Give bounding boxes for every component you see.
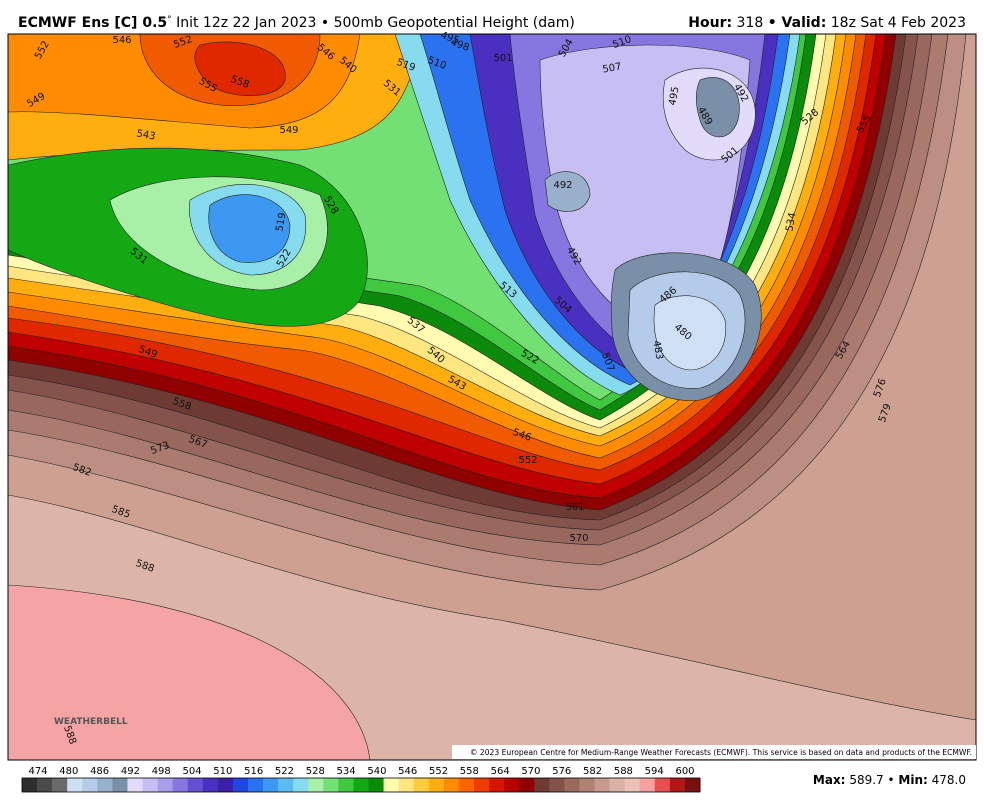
colorbar-swatch: [37, 778, 53, 792]
colorbar-swatch: [142, 778, 158, 792]
colorbar-label: 480: [59, 766, 78, 777]
contour-label: 507: [602, 61, 623, 75]
colorbar-swatch: [353, 778, 369, 792]
contour-label: 549: [279, 125, 298, 136]
colorbar-swatch: [82, 778, 98, 792]
contour-label: 495: [667, 86, 681, 107]
colorbar-label: 474: [28, 766, 47, 777]
contour-label: 519: [274, 212, 288, 233]
colorbar-swatch: [489, 778, 505, 792]
colorbar-swatch: [278, 778, 294, 792]
header-valid: Hour: 318 • Valid: 18z Sat 4 Feb 2023: [688, 15, 966, 31]
colorbar-swatch: [67, 778, 83, 792]
colorbar-label: 546: [398, 766, 417, 777]
colorbar-label: 576: [552, 766, 571, 777]
colorbar-label: 594: [645, 766, 664, 777]
copyright-bg: [452, 745, 976, 759]
colorbar-swatch: [398, 778, 415, 792]
trough: [208, 194, 291, 263]
colorbar-swatch: [217, 778, 234, 792]
colorbar-swatch: [22, 778, 38, 792]
colorbar-swatch: [323, 778, 339, 792]
contour-label: 483: [650, 340, 664, 361]
colorbar-swatch: [52, 778, 68, 792]
colorbar-label: 570: [521, 766, 540, 777]
colorbar-label: 486: [90, 766, 109, 777]
colorbar-label: 582: [583, 766, 602, 777]
map: [8, 34, 976, 760]
contour-label: 534: [784, 212, 798, 233]
colorbar-swatch: [248, 778, 264, 792]
colorbar-label: 558: [460, 766, 479, 777]
colorbar-label: 534: [337, 766, 356, 777]
max-min: Max: 589.7 • Min: 478.0: [813, 773, 966, 787]
copyright: © 2023 European Centre for Medium-Range …: [470, 748, 972, 757]
logo: WEATHERBELL: [54, 717, 128, 727]
header-title: ECMWF Ens [C] 0.5° Init 12z 22 Jan 2023 …: [18, 15, 575, 31]
colorbar-swatch: [127, 778, 143, 792]
contour-label: 561: [565, 502, 584, 513]
colorbar-swatch: [684, 778, 701, 792]
contour-label: 501: [493, 53, 512, 64]
colorbar-swatch: [308, 778, 324, 792]
colorbar-frame: [21, 777, 701, 793]
colorbar-label: 492: [121, 766, 140, 777]
colorbar-label: 564: [491, 766, 510, 777]
colorbar-label: 522: [275, 766, 294, 777]
colorbar-swatch: [202, 778, 219, 792]
ridge: [194, 41, 286, 96]
colorbar-swatch: [157, 778, 173, 792]
colorbar-label: 516: [244, 766, 263, 777]
colorbar-swatch: [413, 778, 430, 792]
colorbar-swatch: [549, 778, 565, 792]
low-center: [695, 77, 740, 138]
colorbar-swatch: [97, 778, 113, 792]
colorbar-label: 528: [306, 766, 325, 777]
colorbar-label: 498: [152, 766, 171, 777]
colorbar-swatch: [187, 778, 204, 792]
colorbar-swatch: [519, 778, 535, 792]
colorbar-swatch: [443, 778, 460, 792]
colorbar-label: 540: [367, 766, 386, 777]
colorbar-swatch: [428, 778, 445, 792]
colorbar-swatch: [368, 778, 384, 792]
colorbar-label: 588: [614, 766, 633, 777]
contour-label: 492: [553, 180, 572, 191]
colorbar-swatch: [112, 778, 128, 792]
colorbar-swatch: [534, 778, 550, 792]
colorbar-swatch: [654, 778, 671, 792]
colorbar-swatch: [504, 778, 520, 792]
colorbar-swatch: [639, 778, 656, 792]
colorbar-swatch: [579, 778, 595, 792]
colorbar-swatch: [172, 778, 189, 792]
colorbar: 474 480 486 492 498 504 510 516 522 528 534 540 546 5…: [21, 766, 701, 793]
colorbar-swatch: [594, 778, 610, 792]
colorbar-swatch: [263, 778, 279, 792]
colorbar-swatch: [609, 778, 625, 792]
contour-label: 546: [112, 35, 131, 46]
colorbar-swatch: [232, 778, 249, 792]
colorbar-swatch: [669, 778, 686, 792]
colorbar-swatch: [624, 778, 641, 792]
colorbar-swatch: [338, 778, 354, 792]
colorbar-label: 504: [183, 766, 202, 777]
colorbar-swatch: [458, 778, 475, 792]
colorbar-label: 600: [675, 766, 694, 777]
colorbar-swatch: [564, 778, 580, 792]
low-center: [653, 295, 727, 371]
contour-label: 570: [569, 533, 588, 544]
contour-label: 552: [518, 455, 537, 466]
colorbar-swatch: [383, 778, 399, 792]
colorbar-label: 510: [213, 766, 232, 777]
colorbar-swatch: [293, 778, 309, 792]
contour-label: 543: [136, 128, 157, 142]
colorbar-swatch: [474, 778, 490, 792]
low-center: [544, 171, 591, 212]
colorbar-label: 552: [429, 766, 448, 777]
map-frame: [7, 33, 977, 761]
